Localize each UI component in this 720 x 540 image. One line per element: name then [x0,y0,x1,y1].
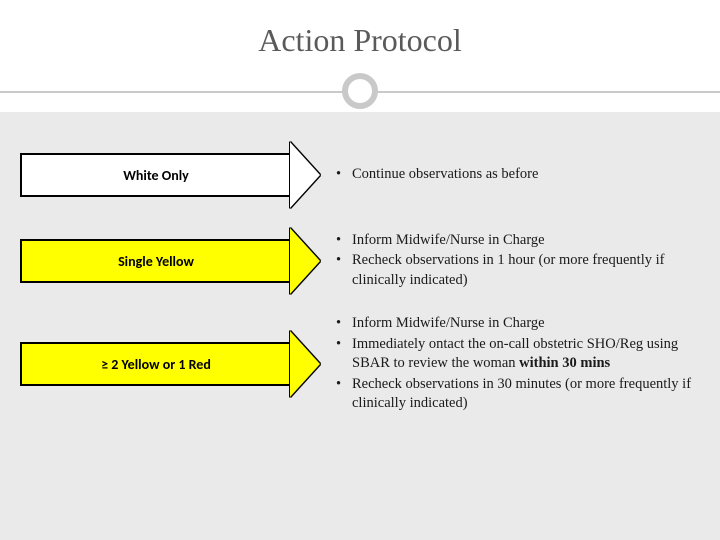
protocol-row: ≥ 2 Yellow or 1 Red Inform Midwife/Nurse… [20,314,700,415]
bullet-item: Inform Midwife/Nurse in Charge [334,231,700,251]
arrow-single-yellow: Single Yellow [20,228,320,294]
bullet-text-pre: Immediately ontact the on-call obstetric… [352,336,678,372]
arrow-white-only: White Only [20,142,320,208]
body-area: White Only Continue observations as befo… [0,112,720,540]
arrow-label: ≥ 2 Yellow or 1 Red [20,342,290,386]
arrow-label: Single Yellow [20,239,290,283]
bullet-item: Immediately ontact the on-call obstetric… [334,335,700,374]
protocol-row: Single Yellow Inform Midwife/Nurse in Ch… [20,228,700,294]
arrow-head-icon [290,331,320,397]
arrow-two-yellow-or-red: ≥ 2 Yellow or 1 Red [20,331,320,397]
arrow-head-icon [290,228,320,294]
arrow-label: White Only [20,153,290,197]
bullet-item: Inform Midwife/Nurse in Charge [334,314,700,334]
arrow-head-icon [290,142,320,208]
divider [0,73,720,113]
protocol-row: White Only Continue observations as befo… [20,142,700,208]
divider-circle-icon [342,73,378,109]
action-text: Inform Midwife/Nurse in Charge Immediate… [334,314,700,415]
bullet-item: Continue observations as before [334,165,700,185]
bullet-item: Recheck observations in 1 hour (or more … [334,251,700,290]
page-title: Action Protocol [0,22,720,59]
title-area: Action Protocol [0,0,720,69]
action-text: Inform Midwife/Nurse in Charge Recheck o… [334,231,700,292]
bullet-item: Recheck observations in 30 minutes (or m… [334,375,700,414]
action-text: Continue observations as before [334,165,700,186]
bullet-text-bold: within 30 mins [519,355,610,371]
